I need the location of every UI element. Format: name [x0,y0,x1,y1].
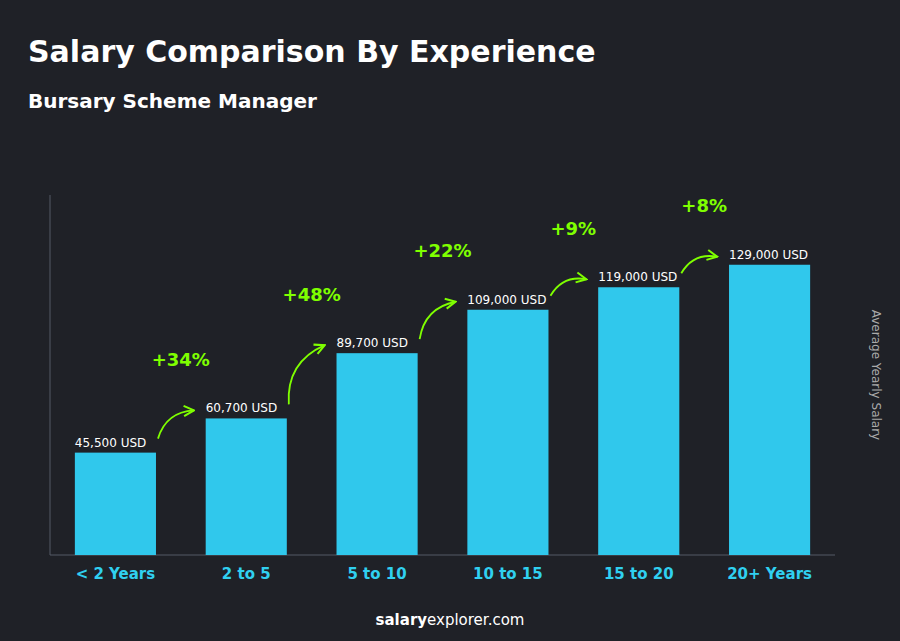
x-tick-label: 5 to 10 [347,565,406,583]
x-tick-label: 15 to 20 [604,565,674,583]
bar [598,287,679,555]
watermark-part: explorer.com [427,611,524,629]
watermark: salaryexplorer.com [376,611,525,629]
title: Salary Comparison By Experience [28,34,596,69]
annotation: +8% [681,195,727,216]
watermark-part: salary [376,611,428,629]
change-arrow [289,345,325,404]
x-tick-label: < 2 Years [76,565,156,583]
change-arrow [420,302,456,339]
change-arrow [550,279,586,296]
bar [75,453,156,555]
bar [206,418,287,555]
data-label: 45,500 USD [75,436,146,450]
bar [467,310,548,555]
bars [75,265,810,555]
x-tick-label: 10 to 15 [473,565,543,583]
data-label: 109,000 USD [467,293,546,307]
change-arrow [158,410,194,438]
data-label: 129,000 USD [729,248,808,262]
change-arrow [681,256,717,273]
y-axis-label: Average Yearly Salary [869,310,883,440]
bar [729,265,810,555]
x-axis-line [50,555,835,556]
data-label: 60,700 USD [206,401,277,415]
chart: Salary Comparison By Experience Bursary S… [0,0,900,641]
data-label: 89,700 USD [337,336,408,350]
x-tick-label: 2 to 5 [222,565,271,583]
annotation: +22% [413,240,471,261]
background [0,0,900,641]
annotation: +9% [551,218,597,239]
subtitle: Bursary Scheme Manager [28,89,317,113]
bar [337,353,418,555]
annotation: +48% [283,284,341,305]
x-tick-label: 20+ Years [727,565,812,583]
annotation: +34% [152,349,210,370]
y-axis-line [50,195,51,555]
chart-container: Salary Comparison By Experience Bursary S… [0,0,900,641]
data-label: 119,000 USD [598,270,677,284]
